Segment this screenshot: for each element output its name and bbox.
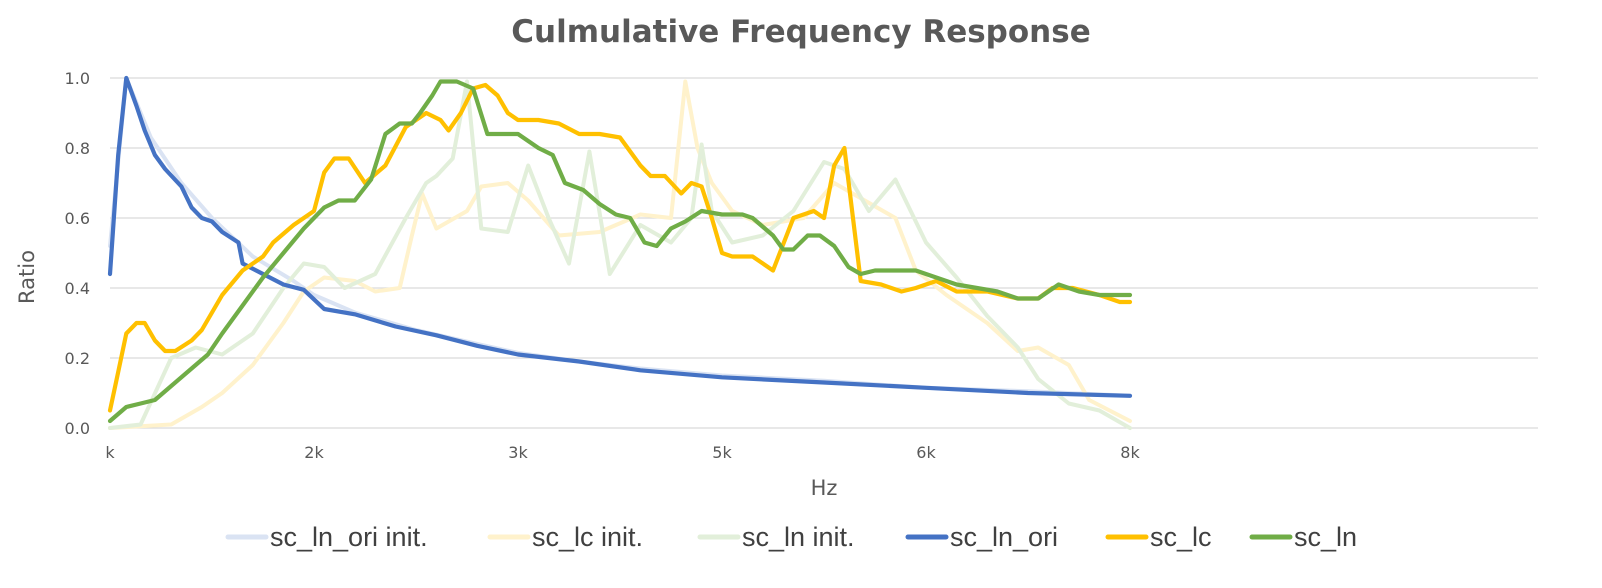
y-tick-label: 0.0 <box>65 419 90 438</box>
series-line-sc-ln <box>107 79 1133 424</box>
series-line-sc-ln-ori <box>107 75 1133 398</box>
x-tick-label: 6k <box>916 443 936 462</box>
x-tick-label: 8k <box>1120 443 1140 462</box>
y-tick-label: 0.8 <box>65 139 90 158</box>
series-lines <box>107 75 1133 430</box>
y-tick-label: 0.4 <box>65 279 90 298</box>
legend-label: sc_lc <box>1150 522 1212 552</box>
x-axis-ticks: k 2k 3k 5k 6k 8k <box>105 443 1140 462</box>
legend-label: sc_ln_ori init. <box>270 522 428 552</box>
x-axis-label: Hz <box>811 476 838 500</box>
y-tick-label: 0.6 <box>65 209 90 228</box>
legend-label: sc_ln_ori <box>950 522 1058 552</box>
legend-label: sc_lc init. <box>532 522 643 552</box>
y-axis-label: Ratio <box>15 250 39 304</box>
x-tick-label: k <box>105 443 115 462</box>
chart-title: Culmulative Frequency Response <box>511 14 1090 50</box>
gridlines <box>110 77 1538 429</box>
legend-label: sc_ln init. <box>742 522 855 552</box>
series-line-sc-lc <box>107 82 1133 413</box>
legend: sc_ln_ori init. sc_lc init. sc_ln init. sc_… <box>225 522 1357 552</box>
x-tick-label: 5k <box>712 443 732 462</box>
x-tick-label: 2k <box>304 443 324 462</box>
y-axis-ticks: 0.0 0.2 0.4 0.6 0.8 1.0 <box>65 69 90 438</box>
legend-label: sc_ln <box>1294 522 1357 552</box>
y-tick-label: 1.0 <box>65 69 90 88</box>
series-line-sc-ln-init <box>108 79 1132 430</box>
y-tick-label: 0.2 <box>65 349 90 368</box>
x-tick-label: 3k <box>508 443 528 462</box>
series-line-sc-lc-init <box>108 79 1132 430</box>
